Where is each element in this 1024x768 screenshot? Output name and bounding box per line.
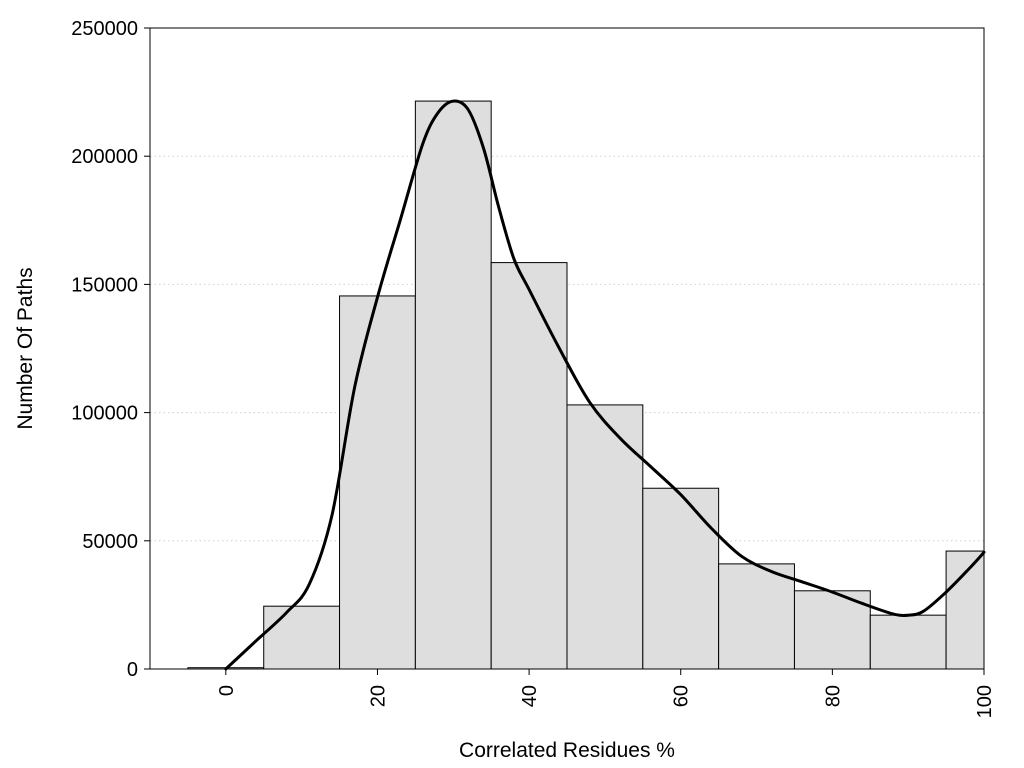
y-axis: 0 50000 100000 150000 200000 250000 <box>71 18 150 681</box>
density-curve <box>224 99 986 671</box>
x-tick-label: 20 <box>367 685 389 707</box>
x-tick-label: 100 <box>974 685 996 718</box>
y-tick-label: 50000 <box>82 531 138 553</box>
y-tick-label: 150000 <box>71 274 138 296</box>
y-tick-label: 250000 <box>71 18 138 40</box>
histogram-bar <box>414 100 492 670</box>
histogram-bar <box>718 563 795 670</box>
x-tick-label: 80 <box>822 685 844 707</box>
x-axis: 0 20 40 60 80 100 <box>216 669 996 718</box>
x-tick-label: 40 <box>519 685 541 707</box>
histogram-bar <box>263 605 341 670</box>
histogram-bar <box>642 487 720 670</box>
x-tick-label: 0 <box>216 685 238 696</box>
histogram-bar <box>339 295 416 670</box>
histogram-bar <box>869 614 947 670</box>
y-tick-label: 100000 <box>71 403 138 425</box>
y-tick-label: 200000 <box>71 146 138 168</box>
y-tick-label: 0 <box>127 659 138 681</box>
y-axis-label: Number Of Paths <box>14 267 37 429</box>
histogram-bar <box>566 404 644 670</box>
histogram-bar <box>490 262 568 670</box>
x-axis-label: Correlated Residues % <box>459 739 675 762</box>
plot-frame <box>149 27 985 670</box>
histogram-bars <box>187 100 985 670</box>
histogram-bar <box>945 550 985 670</box>
x-tick-label: 60 <box>671 685 693 707</box>
